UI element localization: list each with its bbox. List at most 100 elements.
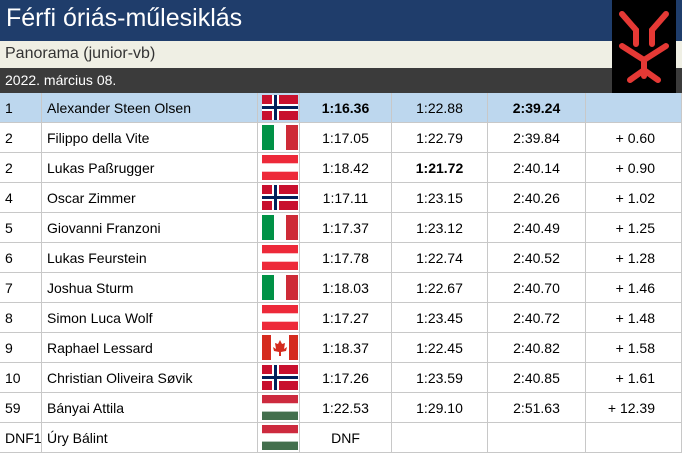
flag — [262, 335, 298, 360]
flag-cell — [258, 363, 300, 393]
total-time: 2:40.85 — [488, 363, 586, 393]
run2-time: 1:22.67 — [392, 273, 488, 303]
rank: 10 — [0, 363, 42, 393]
run2-time: 1:23.59 — [392, 363, 488, 393]
flag-cell — [258, 183, 300, 213]
total-time — [488, 423, 586, 453]
run1-time: 1:16.36 — [300, 93, 392, 123]
time-behind: + 12.39 — [586, 393, 682, 423]
time-behind: + 1.61 — [586, 363, 682, 393]
flag — [262, 215, 298, 240]
time-behind: + 1.28 — [586, 243, 682, 273]
date: 2022. március 08. — [5, 72, 117, 88]
time-behind: + 1.58 — [586, 333, 682, 363]
rank: DNF1 — [0, 423, 42, 453]
time-behind: + 1.48 — [586, 303, 682, 333]
date-bar: 2022. március 08. — [0, 68, 682, 93]
total-time: 2:40.26 — [488, 183, 586, 213]
flag-cell — [258, 423, 300, 453]
athlete-name: Christian Oliveira Søvik — [42, 363, 258, 393]
run1-time: 1:17.27 — [300, 303, 392, 333]
run1-time: 1:18.37 — [300, 333, 392, 363]
total-time: 2:51.63 — [488, 393, 586, 423]
flag — [262, 395, 298, 420]
time-behind — [586, 93, 682, 123]
athlete-name: Bányai Attila — [42, 393, 258, 423]
rank: 6 — [0, 243, 42, 273]
rank: 59 — [0, 393, 42, 423]
run2-time: 1:22.88 — [392, 93, 488, 123]
flag — [262, 125, 298, 150]
athlete-name: Úry Bálint — [42, 423, 258, 453]
rank: 7 — [0, 273, 42, 303]
rank: 4 — [0, 183, 42, 213]
flag-cell — [258, 243, 300, 273]
run2-time: 1:22.45 — [392, 333, 488, 363]
total-time: 2:40.72 — [488, 303, 586, 333]
total-time: 2:40.52 — [488, 243, 586, 273]
logo — [612, 0, 676, 93]
total-time: 2:39.24 — [488, 93, 586, 123]
flag-cell — [258, 333, 300, 363]
run2-time: 1:21.72 — [392, 153, 488, 183]
run1-time: 1:18.03 — [300, 273, 392, 303]
run1-time: 1:17.26 — [300, 363, 392, 393]
rank: 1 — [0, 93, 42, 123]
run2-time: 1:23.45 — [392, 303, 488, 333]
run2-time: 1:22.74 — [392, 243, 488, 273]
athlete-name: Joshua Sturm — [42, 273, 258, 303]
flag — [262, 275, 298, 300]
flag-cell — [258, 273, 300, 303]
athlete-name: Giovanni Franzoni — [42, 213, 258, 243]
run2-time: 1:29.10 — [392, 393, 488, 423]
time-behind: + 0.90 — [586, 153, 682, 183]
run1-time: 1:17.37 — [300, 213, 392, 243]
run1-time: 1:17.05 — [300, 123, 392, 153]
total-time: 2:40.49 — [488, 213, 586, 243]
time-behind: + 1.02 — [586, 183, 682, 213]
rank: 2 — [0, 123, 42, 153]
run1-time: 1:18.42 — [300, 153, 392, 183]
run1-time: 1:17.11 — [300, 183, 392, 213]
time-behind — [586, 423, 682, 453]
rank: 8 — [0, 303, 42, 333]
run2-time: 1:23.12 — [392, 213, 488, 243]
athlete-name: Simon Luca Wolf — [42, 303, 258, 333]
subtitle-bar: Panorama (junior-vb) — [0, 41, 682, 68]
total-time: 2:40.14 — [488, 153, 586, 183]
athlete-name: Oscar Zimmer — [42, 183, 258, 213]
flag — [262, 245, 298, 270]
run1-time: 1:22.53 — [300, 393, 392, 423]
run1-time: 1:17.78 — [300, 243, 392, 273]
flag-cell — [258, 153, 300, 183]
flag-cell — [258, 303, 300, 333]
athlete-name: Alexander Steen Olsen — [42, 93, 258, 123]
flag — [262, 185, 298, 210]
athlete-name: Filippo della Vite — [42, 123, 258, 153]
run2-time: 1:23.15 — [392, 183, 488, 213]
rank: 5 — [0, 213, 42, 243]
total-time: 2:40.70 — [488, 273, 586, 303]
total-time: 2:40.82 — [488, 333, 586, 363]
title: Férfi óriás-műlesiklás — [6, 4, 243, 32]
time-behind: + 0.60 — [586, 123, 682, 153]
time-behind: + 1.25 — [586, 213, 682, 243]
flag-cell — [258, 123, 300, 153]
run1-time: DNF — [300, 423, 392, 453]
subtitle: Panorama (junior-vb) — [5, 45, 156, 62]
athlete-name: Raphael Lessard — [42, 333, 258, 363]
rank: 9 — [0, 333, 42, 363]
total-time: 2:39.84 — [488, 123, 586, 153]
title-bar: Férfi óriás-műlesiklás — [0, 0, 682, 41]
flag — [262, 425, 298, 450]
rank: 2 — [0, 153, 42, 183]
flag-cell — [258, 213, 300, 243]
time-behind: + 1.46 — [586, 273, 682, 303]
athlete-name: Lukas Paßrugger — [42, 153, 258, 183]
athlete-name: Lukas Feurstein — [42, 243, 258, 273]
run2-time: 1:22.79 — [392, 123, 488, 153]
flag — [262, 365, 298, 390]
run2-time — [392, 423, 488, 453]
flag — [262, 305, 298, 330]
